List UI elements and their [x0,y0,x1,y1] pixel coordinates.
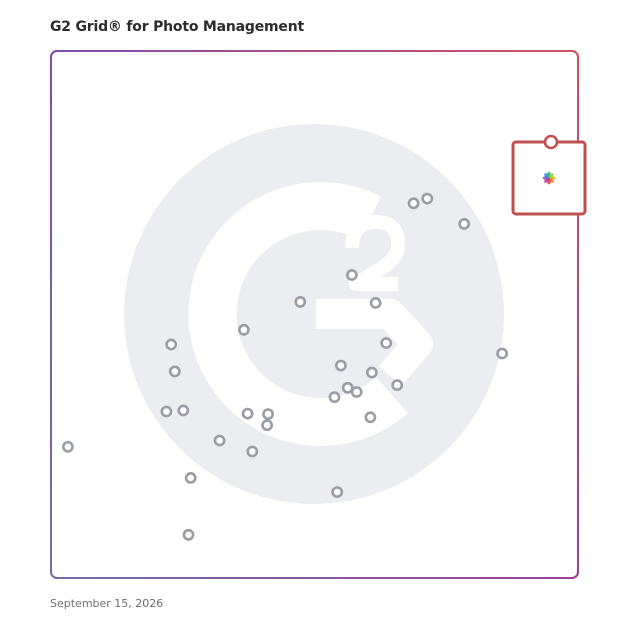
data-point-7[interactable] [182,528,195,541]
data-point-9[interactable] [237,323,250,336]
data-point-11[interactable] [246,445,259,458]
data-point-30[interactable] [496,347,508,360]
data-point-4[interactable] [160,405,173,418]
data-point-18[interactable] [334,359,347,372]
data-point-5[interactable] [177,404,190,417]
data-point-14[interactable] [294,295,307,308]
data-point-17[interactable] [380,337,393,349]
data-point-26[interactable] [407,197,420,210]
data-point-1[interactable] [62,440,74,453]
photos-pinwheel-icon [542,171,556,185]
data-point-19[interactable] [365,366,378,379]
g2-watermark-icon [124,124,504,504]
data-point-25[interactable] [331,486,344,498]
data-point-28[interactable] [458,217,471,230]
data-point-27[interactable] [421,192,434,205]
data-point-24[interactable] [364,411,377,424]
data-point-21[interactable] [350,386,363,398]
data-point-16[interactable] [369,296,382,309]
highlight-pin[interactable] [543,134,559,150]
data-point-6[interactable] [184,471,197,484]
data-point-15[interactable] [345,269,358,281]
data-point-3[interactable] [168,365,181,378]
data-point-8[interactable] [213,434,226,447]
data-point-2[interactable] [165,338,178,351]
data-points [62,191,532,541]
report-date: September 15, 2026 [50,597,164,610]
data-point-13[interactable] [261,419,273,432]
data-point-22[interactable] [328,391,341,404]
chart-title: G2 Grid® for Photo Management [50,19,304,35]
data-point-10[interactable] [241,407,254,420]
data-point-12[interactable] [262,408,274,420]
data-point-23[interactable] [391,379,404,391]
highlighted-product[interactable] [511,134,587,216]
data-point-20[interactable] [341,381,354,394]
